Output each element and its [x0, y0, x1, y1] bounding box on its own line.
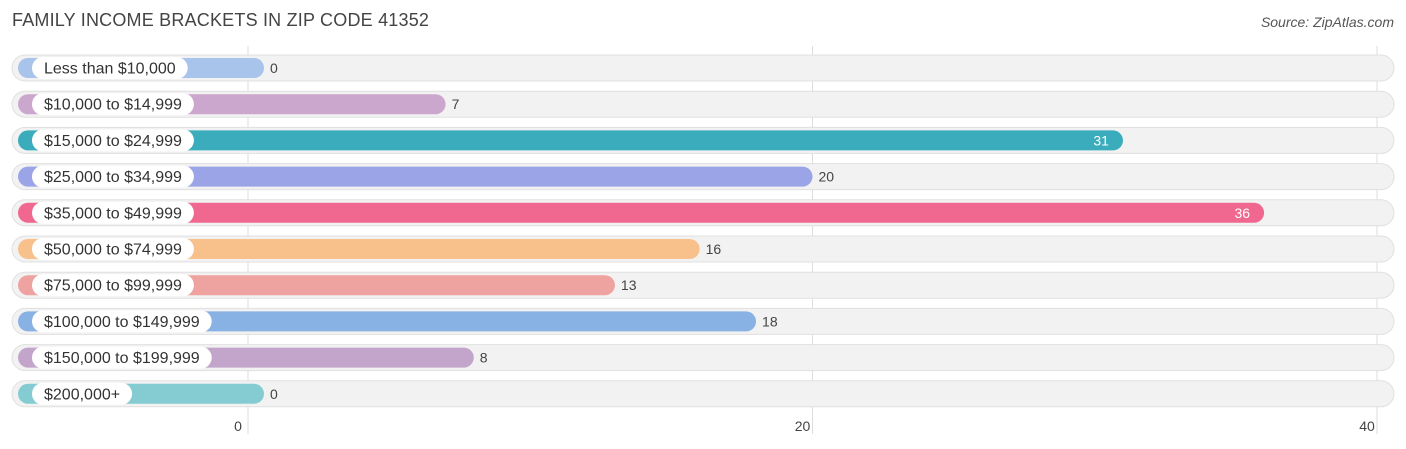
x-tick-label: 40 — [1359, 418, 1375, 434]
value-label: 20 — [819, 169, 835, 185]
category-pill — [32, 382, 133, 405]
value-label: 31 — [1093, 132, 1109, 148]
value-label: 0 — [270, 386, 278, 402]
row-track — [11, 54, 1395, 82]
source-credit: Source: ZipAtlas.com — [1260, 14, 1394, 30]
chart-title: FAMILY INCOME BRACKETS IN ZIP CODE 41352 — [12, 10, 430, 30]
x-tick-label: 20 — [795, 418, 811, 434]
bar — [18, 202, 1265, 223]
bar — [18, 166, 813, 187]
category-label: $35,000 to $49,999 — [44, 205, 182, 222]
category-pill — [32, 310, 212, 333]
value-label: 8 — [480, 350, 488, 366]
value-label: 13 — [621, 277, 637, 293]
category-label: Less than $10,000 — [44, 61, 176, 78]
value-label: 36 — [1235, 205, 1251, 221]
x-tick-label: 0 — [234, 418, 242, 434]
category-label: $150,000 to $199,999 — [44, 350, 200, 367]
category-pill — [32, 165, 194, 188]
category-label: $75,000 to $99,999 — [44, 278, 182, 295]
category-label: $10,000 to $14,999 — [44, 97, 182, 114]
row-track — [11, 380, 1395, 408]
value-label: 18 — [762, 313, 778, 329]
value-label: 7 — [452, 96, 460, 112]
category-label: $50,000 to $74,999 — [44, 242, 182, 259]
category-pill — [32, 346, 212, 369]
bar — [18, 130, 1123, 151]
category-label: $200,000+ — [44, 386, 120, 403]
category-pill — [32, 57, 188, 79]
value-label: 16 — [706, 241, 722, 257]
category-pill — [32, 201, 194, 224]
category-pill — [32, 238, 194, 260]
category-pill — [32, 93, 194, 116]
category-label: $100,000 to $149,999 — [44, 314, 200, 331]
category-pill — [32, 129, 194, 152]
value-label: 0 — [270, 60, 278, 76]
category-pill — [32, 274, 194, 297]
category-label: $25,000 to $34,999 — [44, 169, 182, 186]
category-label: $15,000 to $24,999 — [44, 133, 182, 150]
